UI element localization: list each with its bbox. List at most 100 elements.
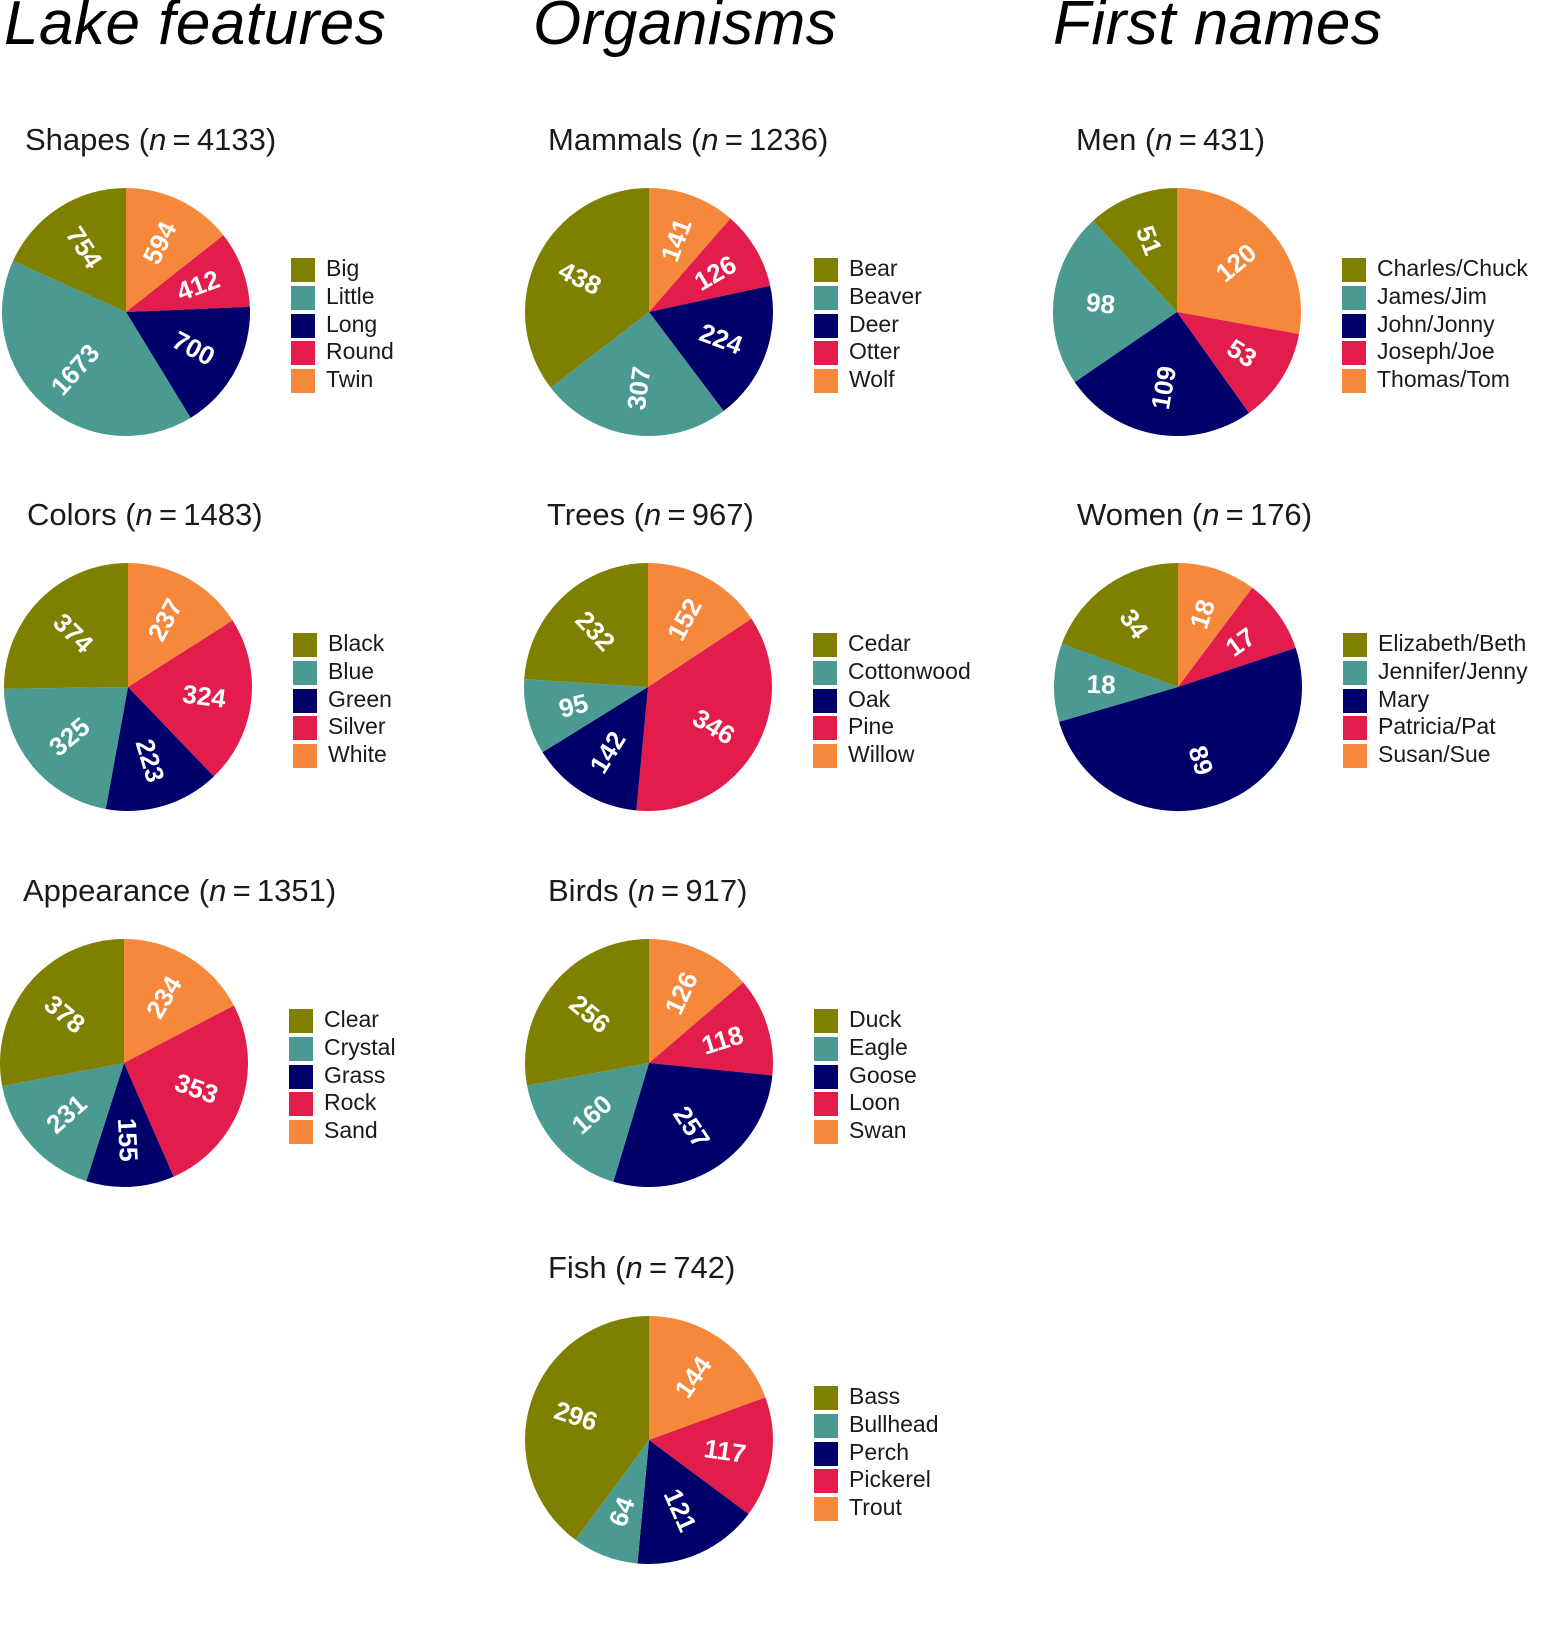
- legend-label: John/Jonny: [1377, 310, 1495, 337]
- legend-label: Bullhead: [849, 1410, 939, 1437]
- legend-swatch: [1343, 744, 1367, 769]
- pie-panel-shapes: Shapes (n = 4133) 594 412 700 1673 754 Big Litt…: [2, 122, 545, 497]
- pie-slice-bullhead: [575, 1440, 649, 1564]
- pie-slice-john-jonny: [1074, 312, 1250, 437]
- pie-slice-elizabeth-beth: [1061, 563, 1178, 687]
- legend-swatch: [814, 1092, 838, 1117]
- legend-swatch: [1342, 313, 1366, 338]
- legend-label: Elizabeth/Beth: [1378, 630, 1527, 656]
- legend-label: Deer: [849, 310, 899, 337]
- pie-slice-otter: [649, 218, 771, 312]
- pie-slice-charles-chuck: [1093, 188, 1177, 312]
- chart-title-text: Women (: [1077, 497, 1203, 532]
- legend-label: Swan: [849, 1117, 907, 1144]
- pie-slice-mary: [1059, 647, 1303, 812]
- legend-label: Susan/Sue: [1378, 741, 1491, 768]
- pie-slice-trout: [649, 1316, 766, 1440]
- pie-slice-long: [126, 306, 250, 418]
- slice-value-label: 95: [556, 688, 591, 724]
- legend-swatch: [814, 285, 838, 310]
- chart-sample-size: 742: [673, 1250, 725, 1285]
- pie-panel-appearance: Appearance (n = 1351) 234 353 155 231 378 Clea…: [0, 873, 543, 1248]
- chart-sample-size: 431: [1203, 122, 1255, 157]
- legend-swatch: [291, 285, 315, 310]
- chart-sample-size: 917: [685, 873, 738, 908]
- slice-value-label: 117: [702, 1433, 748, 1469]
- legend-swatch: [293, 744, 317, 769]
- legend-label: Big: [326, 255, 360, 281]
- chart-title: Appearance (n = 1351): [23, 873, 337, 908]
- chart-title: Fish (n = 742): [548, 1250, 736, 1285]
- legend-label: James/Jim: [1377, 282, 1487, 309]
- pie-slice-wolf: [649, 188, 731, 312]
- legend-label: Trout: [849, 1494, 902, 1521]
- chart-title-text: Men (: [1076, 122, 1156, 157]
- chart-title: Shapes (n = 4133): [25, 122, 277, 157]
- pie-slice-loon: [649, 982, 774, 1076]
- pie-slice-swan: [649, 939, 744, 1063]
- pie-slice-thomas-tom: [1177, 188, 1302, 335]
- legend-label: Beaver: [849, 282, 922, 309]
- chart-title-text: Mammals (: [548, 122, 702, 157]
- pie-slice-oak: [542, 687, 648, 811]
- legend-swatch: [813, 716, 837, 741]
- pie-slice-clear: [0, 939, 124, 1087]
- slice-value-label: 155: [112, 1117, 144, 1162]
- slice-value-label: 109: [1145, 364, 1182, 412]
- chart-title: Birds (n = 917): [548, 873, 748, 908]
- legend-swatch: [813, 688, 837, 713]
- legend-swatch: [289, 1064, 313, 1089]
- pie-slice-black: [3, 563, 128, 689]
- legend-swatch: [814, 1469, 838, 1494]
- pie-slice-crystal: [2, 1063, 125, 1182]
- legend-swatch: [814, 258, 838, 282]
- pie-panel-men: Men (n = 431) 120 53 109 98 51 Charles/Chuck Ja…: [1052, 122, 1565, 497]
- legend-swatch: [293, 688, 317, 713]
- legend-swatch: [1343, 688, 1367, 713]
- pie-slice-bear: [525, 188, 649, 388]
- chart-title: Trees (n = 967): [547, 497, 754, 532]
- legend-swatch: [814, 1441, 838, 1466]
- legend-label: Willow: [848, 741, 915, 768]
- legend-label: Duck: [849, 1006, 902, 1032]
- legend-label: Silver: [328, 713, 386, 740]
- chart-sample-size: 176: [1249, 497, 1302, 532]
- pie-slice-eagle: [527, 1063, 649, 1182]
- legend-label: Little: [326, 282, 375, 309]
- pie-slice-jennifer-jenny: [1054, 643, 1178, 722]
- pie-slice-patricia-pat: [1178, 587, 1296, 687]
- legend-label: Joseph/Joe: [1377, 338, 1495, 365]
- pie-panel-birds: Birds (n = 917) 126 118 257 160 256 Duck Eagle G…: [525, 873, 1068, 1248]
- legend-swatch: [291, 313, 315, 338]
- legend-swatch: [814, 1120, 838, 1145]
- legend-swatch: [814, 313, 838, 338]
- pie-panel-fish: Fish (n = 742) 144 117 121 64 296 Bass Bullhead…: [525, 1250, 1068, 1625]
- pie-slice-deer: [649, 285, 773, 412]
- legend-swatch: [1343, 660, 1367, 685]
- legend-swatch: [293, 716, 317, 741]
- legend-swatch: [814, 341, 838, 366]
- chart-title-text: Shapes (: [25, 122, 150, 157]
- legend-swatch: [289, 1120, 313, 1145]
- pie-slice-joseph-joe: [1177, 312, 1300, 413]
- legend-label: Sand: [324, 1117, 378, 1144]
- legend-swatch: [291, 369, 315, 394]
- legend-label: White: [328, 741, 387, 768]
- slice-value-label: 18: [1086, 669, 1116, 700]
- chart-sample-size: 4133: [196, 122, 266, 157]
- pie-slice-perch: [637, 1440, 749, 1564]
- legend-swatch: [814, 1413, 838, 1438]
- legend-label: Crystal: [324, 1033, 396, 1060]
- pie-slice-big: [13, 188, 126, 312]
- pie-slice-pine: [636, 618, 773, 812]
- column-title-lake-features: Lake features: [4, 0, 387, 58]
- legend-swatch: [289, 1009, 313, 1033]
- chart-title: Colors (n = 1483): [27, 497, 263, 532]
- legend-label: Round: [326, 338, 394, 365]
- legend-label: Cedar: [848, 630, 911, 656]
- legend-swatch: [291, 258, 315, 282]
- legend-swatch: [1343, 716, 1367, 741]
